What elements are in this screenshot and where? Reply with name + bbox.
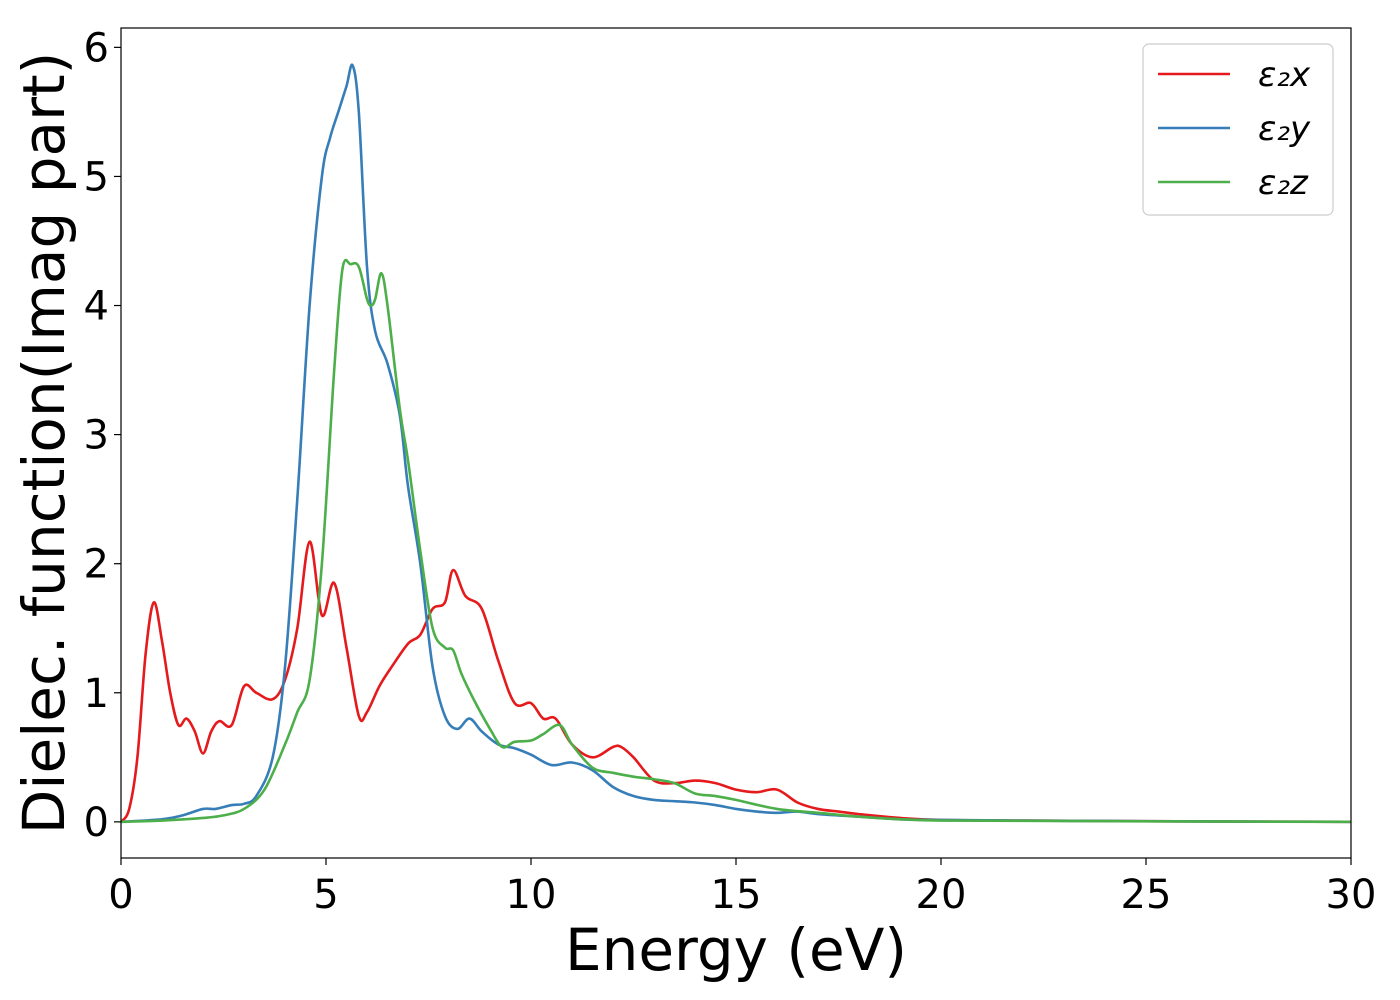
x-tick-label: 15 bbox=[711, 872, 762, 918]
legend-box bbox=[1142, 43, 1334, 216]
legend-items: ε₂x ε₂y ε₂z bbox=[1158, 55, 1311, 203]
series-layer bbox=[121, 63, 1351, 824]
y-axis-title: Dielec. function(Imag part) bbox=[10, 52, 78, 835]
x-tick-label: 10 bbox=[506, 872, 557, 918]
y-tick-label: 2 bbox=[84, 542, 109, 588]
x-tick-label: 5 bbox=[313, 872, 338, 918]
y-tick-label: 3 bbox=[84, 413, 109, 459]
legend-label: ε₂x bbox=[1258, 55, 1311, 95]
legend: ε₂x ε₂y ε₂z bbox=[1142, 43, 1334, 216]
series-line-3 bbox=[121, 258, 1351, 824]
y-axis: 0 1 2 3 4 5 6 bbox=[84, 25, 121, 846]
series-line-2 bbox=[121, 63, 1351, 824]
x-axis-title: Energy (eV) bbox=[565, 916, 907, 984]
y-tick-label: 5 bbox=[84, 154, 109, 200]
y-tick-label: 0 bbox=[84, 800, 109, 846]
legend-label: ε₂z bbox=[1258, 163, 1309, 203]
y-tick-label: 1 bbox=[84, 671, 109, 717]
x-tick-label: 25 bbox=[1121, 872, 1172, 918]
x-axis: 0 5 10 15 20 25 30 bbox=[108, 858, 1376, 918]
x-tick-label: 20 bbox=[916, 872, 967, 918]
series-line-1 bbox=[121, 540, 1351, 824]
y-tick-label: 4 bbox=[84, 284, 109, 330]
y-tick-label: 6 bbox=[84, 25, 109, 71]
legend-label: ε₂y bbox=[1258, 109, 1311, 149]
x-tick-label: 30 bbox=[1326, 872, 1377, 918]
x-tick-label: 0 bbox=[108, 872, 133, 918]
